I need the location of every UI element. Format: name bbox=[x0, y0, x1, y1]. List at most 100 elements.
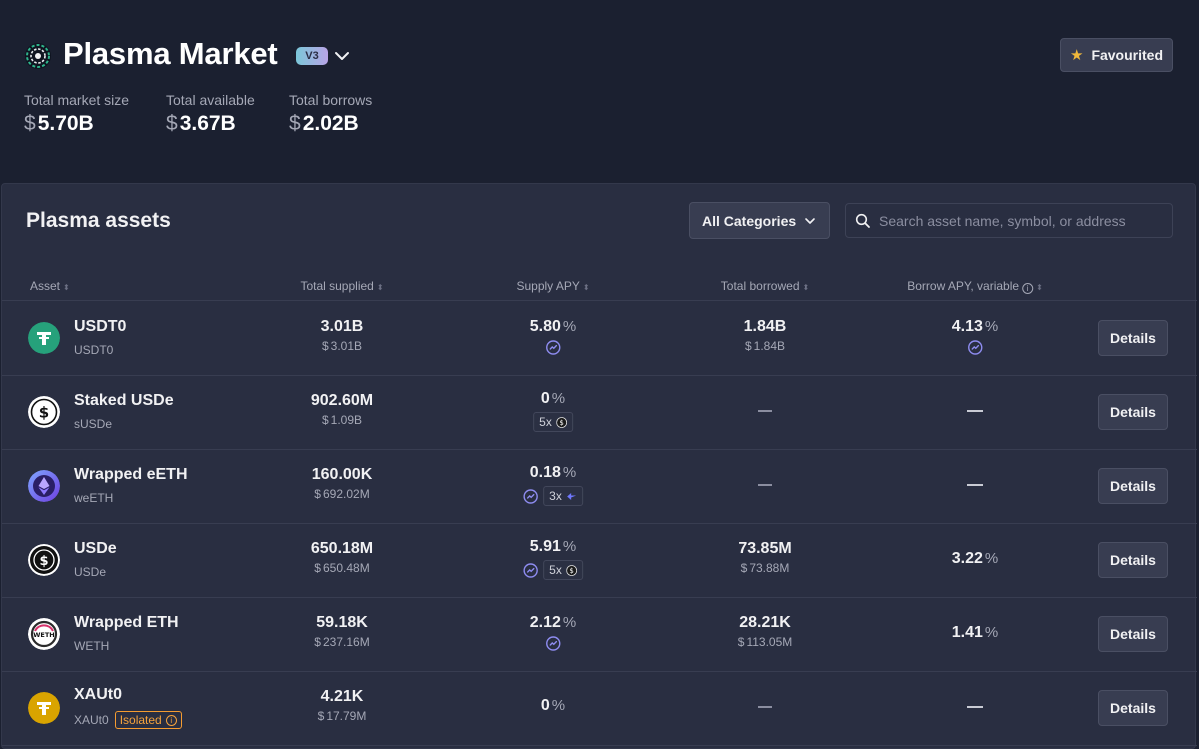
sort-icon: ⬍ bbox=[582, 283, 590, 292]
stat-value: 3.67B bbox=[179, 112, 236, 135]
total-supplied-cell: 160.00K $692.02M bbox=[312, 466, 373, 501]
details-button[interactable]: Details bbox=[1098, 394, 1168, 430]
column-header-label: Asset bbox=[30, 279, 61, 293]
borrow-apy-cell: 3.22% bbox=[952, 550, 998, 568]
currency-symbol: $ bbox=[314, 487, 321, 501]
supply-apy-cell: 0.18% 3x bbox=[523, 464, 583, 506]
empty-value-dash bbox=[758, 484, 772, 486]
details-button[interactable]: Details bbox=[1098, 616, 1168, 652]
currency-symbol: $ bbox=[289, 112, 301, 135]
borrowed-amount: 28.21K bbox=[739, 614, 791, 631]
supplied-amount: 3.01B bbox=[320, 318, 364, 335]
column-header-borrow-apy[interactable]: Borrow APY, variable i ⬍ bbox=[907, 279, 1043, 294]
currency-symbol: $ bbox=[321, 339, 329, 353]
total-supplied-cell: 902.60M $1.09B bbox=[311, 392, 373, 427]
details-button[interactable]: Details bbox=[1098, 468, 1168, 504]
supply-apy-value: 2.12 bbox=[529, 614, 561, 631]
empty-value-dash bbox=[758, 706, 772, 708]
asset-name: USDT0 bbox=[74, 318, 127, 335]
details-button[interactable]: Details bbox=[1098, 320, 1168, 356]
percent-sign: % bbox=[562, 538, 577, 555]
percent-sign: % bbox=[562, 614, 577, 631]
table-row[interactable]: XAUt0 XAUt0 Isolated i 4.21K $17.79M 0% D… bbox=[2, 672, 1197, 746]
total-borrowed-cell: 73.85M $73.88M bbox=[738, 540, 791, 575]
ethena-icon: $ bbox=[565, 564, 577, 576]
supplied-usd: 650.48M bbox=[322, 561, 370, 575]
svg-text:$: $ bbox=[559, 419, 563, 427]
column-header-asset[interactable]: Asset ⬍ bbox=[30, 279, 70, 293]
column-header-total-borrowed[interactable]: Total borrowed ⬍ bbox=[721, 279, 809, 293]
incentive-icon[interactable] bbox=[967, 340, 983, 355]
xaut0-icon bbox=[28, 692, 60, 724]
supplied-amount: 160.00K bbox=[311, 466, 373, 483]
borrowed-usd: 113.05M bbox=[746, 635, 793, 649]
column-header-supply-apy[interactable]: Supply APY ⬍ bbox=[516, 279, 589, 293]
supplied-usd: 237.16M bbox=[322, 635, 370, 649]
incentive-icon[interactable] bbox=[523, 488, 538, 504]
sort-icon: ⬍ bbox=[376, 283, 384, 292]
supply-apy-value: 0 bbox=[540, 697, 550, 714]
asset-name: Wrapped eETH bbox=[74, 466, 188, 483]
asset-symbol: sUSDe bbox=[74, 417, 113, 431]
sort-icon: ⬍ bbox=[63, 283, 70, 292]
supplied-amount: 902.60M bbox=[310, 392, 374, 409]
multiplier-value: 5x bbox=[549, 563, 562, 577]
table-row[interactable]: $ Staked USDe sUSDe 902.60M $1.09B 0% 5x… bbox=[2, 376, 1197, 450]
supply-apy-cell: 5.80% bbox=[530, 318, 576, 355]
percent-sign: % bbox=[984, 318, 999, 335]
total-supplied-cell: 650.18M $650.48M bbox=[311, 540, 373, 575]
column-header-label: Total supplied bbox=[300, 279, 374, 293]
borrowed-usd: 1.84B bbox=[753, 339, 786, 353]
percent-sign: % bbox=[984, 550, 999, 567]
stat-total-borrows: Total borrows $2.02B bbox=[289, 92, 372, 136]
borrow-apy-cell: 4.13% bbox=[952, 318, 998, 355]
supply-apy-cell: 2.12% bbox=[530, 614, 576, 651]
info-icon[interactable]: i bbox=[1022, 283, 1034, 294]
asset-symbol: WETH bbox=[74, 639, 110, 653]
stat-label: Total borrows bbox=[289, 92, 373, 108]
points-multiplier-badge[interactable]: 5x $ bbox=[543, 560, 583, 580]
empty-value-dash bbox=[967, 410, 983, 412]
total-supplied-cell: 4.21K $17.79M bbox=[318, 688, 367, 723]
svg-text:$: $ bbox=[39, 554, 48, 569]
isolated-badge[interactable]: Isolated i bbox=[114, 711, 182, 729]
borrow-apy-value: 1.41 bbox=[951, 624, 983, 641]
points-multiplier-badge[interactable]: 5x $ bbox=[533, 412, 573, 432]
currency-symbol: $ bbox=[24, 112, 36, 135]
favourited-button[interactable]: ★ Favourited bbox=[1060, 38, 1173, 72]
incentive-icon[interactable] bbox=[545, 340, 561, 355]
search-box bbox=[845, 203, 1173, 238]
chevron-down-icon bbox=[805, 218, 815, 224]
details-button[interactable]: Details bbox=[1098, 542, 1168, 578]
points-multiplier-badge[interactable]: 3x bbox=[543, 486, 583, 506]
supplied-usd: 692.02M bbox=[322, 487, 370, 501]
sort-icon: ⬍ bbox=[1036, 283, 1043, 292]
category-select-value: All Categories bbox=[702, 212, 797, 229]
search-input[interactable] bbox=[879, 212, 1169, 229]
ethena-icon: $ bbox=[555, 416, 567, 428]
chevron-down-icon[interactable] bbox=[333, 47, 351, 65]
search-icon bbox=[855, 213, 870, 228]
column-header-total-supplied[interactable]: Total supplied ⬍ bbox=[300, 279, 383, 293]
details-button[interactable]: Details bbox=[1098, 690, 1168, 726]
table-row[interactable]: WETH Wrapped ETH WETH 59.18K $237.16M 2.… bbox=[2, 598, 1197, 672]
weeth-icon bbox=[28, 470, 60, 502]
empty-value-dash bbox=[758, 410, 772, 412]
column-header-label: Borrow APY, variable bbox=[907, 279, 1020, 293]
supply-apy-value: 5.80 bbox=[529, 318, 561, 335]
supplied-amount: 650.18M bbox=[310, 540, 374, 557]
multiplier-value: 3x bbox=[549, 489, 562, 503]
category-select[interactable]: All Categories bbox=[689, 202, 830, 239]
sort-icon: ⬍ bbox=[802, 283, 810, 292]
table-row[interactable]: Wrapped eETH weETH 160.00K $692.02M 0.18… bbox=[2, 450, 1197, 524]
incentive-icon[interactable] bbox=[545, 636, 561, 651]
table-row[interactable]: $ USDe USDe 650.18M $650.48M 5.91% 5x $ 7… bbox=[2, 524, 1197, 598]
incentive-icon[interactable] bbox=[523, 562, 538, 578]
stat-label: Total market size bbox=[24, 92, 130, 108]
asset-name: Staked USDe bbox=[74, 392, 174, 409]
multiplier-value: 5x bbox=[539, 415, 552, 429]
supply-apy-value: 0 bbox=[540, 390, 550, 407]
table-row[interactable]: USDT0 USDT0 3.01B $3.01B 5.80% 1.84B $1.… bbox=[2, 302, 1197, 376]
empty-value-dash bbox=[967, 484, 983, 486]
isolated-label: Isolated bbox=[119, 713, 162, 727]
